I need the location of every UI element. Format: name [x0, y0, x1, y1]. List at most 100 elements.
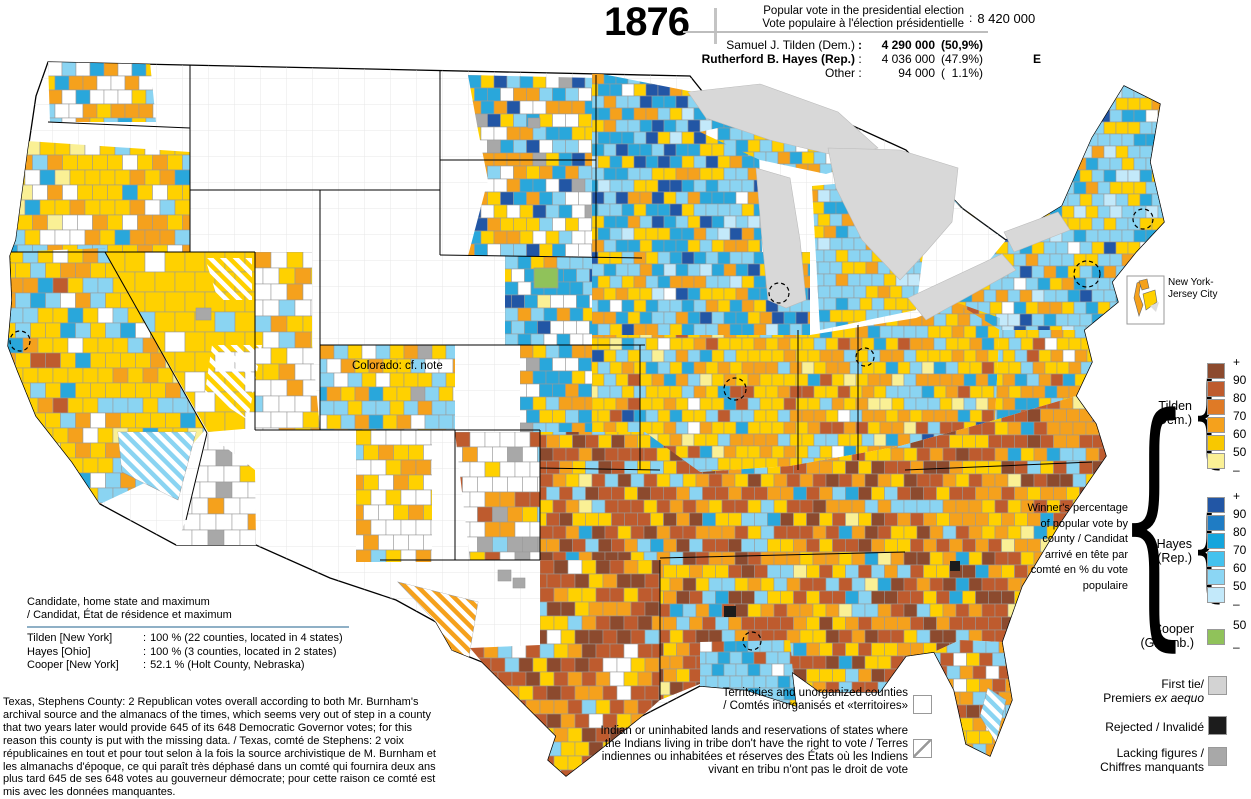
- hayes-tick: –: [1233, 597, 1240, 611]
- territories-swatch: [913, 695, 932, 714]
- popular-vote-total: Popular vote in the presidential electio…: [722, 5, 1035, 31]
- hayes-swatch-low: [1207, 587, 1225, 603]
- tilden-tick: 90: [1233, 373, 1247, 387]
- special-counties: [195, 117, 960, 617]
- territories-note-en: Territories and unorganized counties: [722, 687, 908, 699]
- nyc-inset-label-line1: New York-: [1168, 277, 1214, 288]
- tilden-name: Tilden: [1158, 399, 1192, 413]
- cooper-tick: –: [1233, 640, 1240, 654]
- total-votes-value: 8 420 000: [977, 10, 1036, 26]
- maxima-divider: [27, 626, 349, 628]
- candidate-share: (47.9%): [941, 52, 984, 66]
- colon: :: [969, 11, 973, 25]
- colon: :: [143, 645, 147, 658]
- state-borders: [10, 62, 1093, 700]
- rejected-label: Rejected / Invalidé: [1105, 720, 1204, 734]
- colon: :: [858, 38, 862, 52]
- great-lakes: [687, 83, 1071, 321]
- hayes-tick: 80: [1233, 525, 1247, 539]
- maxima-row-tilden: Tilden [New York] : 100 % (22 counties, …: [27, 632, 349, 646]
- candidate-share: ( 1.1%): [941, 66, 984, 80]
- region-oregon: [10, 140, 190, 252]
- popular-vote-labels: Popular vote in the presidential electio…: [722, 5, 964, 31]
- tilden-tick: +: [1233, 355, 1241, 369]
- hayes-swatch-70: [1207, 533, 1225, 549]
- tilden-color-scale: [1207, 363, 1225, 471]
- candidate-maxima-block: Candidate, home state and maximum / Cand…: [27, 596, 349, 673]
- tilden-tick: 80: [1233, 391, 1247, 405]
- city-dashed-circle: [1073, 260, 1101, 288]
- tilden-tick: –: [1233, 463, 1240, 477]
- cooper-party: (Greenb.): [1140, 636, 1195, 650]
- maxima-candidate: Hayes [Ohio]: [27, 645, 91, 658]
- maxima-value: 100 % (22 counties, located in 4 states): [150, 632, 343, 644]
- maxima-candidate: Tilden [New York]: [27, 632, 113, 644]
- colon: :: [858, 52, 862, 66]
- colon: :: [143, 632, 147, 644]
- tilden-swatch-90: [1207, 363, 1225, 379]
- candidate-share: (50,9%): [941, 38, 984, 52]
- inset-shadow-shape: [1150, 302, 1159, 312]
- indian-lands-note: Indian or uninhabited lands and reservat…: [600, 725, 908, 776]
- hatched-no-vote-areas: [117, 258, 1007, 743]
- maxima-value: 100 % (3 counties, located in 2 states): [150, 645, 337, 658]
- hayes-tick: 50: [1233, 579, 1247, 593]
- candidate-name: Rutherford B. Hayes (Rep.): [701, 52, 855, 66]
- hayes-swatch-50: [1207, 569, 1225, 585]
- county-mosaic-regions: [8, 62, 1164, 776]
- inset-brooklyn-shape: [1142, 289, 1158, 311]
- region-colorado: [320, 345, 455, 430]
- maxima-title-en: Candidate, home state and maximum: [27, 596, 210, 608]
- city-dashed-circle: [9, 330, 31, 352]
- elected-mark: E: [1033, 52, 1042, 66]
- rejected-county: [950, 561, 960, 571]
- result-row-tilden: Samuel J. Tilden (Dem.) : 4 290 000 (50,…: [600, 39, 1029, 52]
- hayes-tick: 60: [1233, 561, 1247, 575]
- hayes-tick: +: [1233, 489, 1241, 503]
- hayes-swatch-60: [1207, 551, 1225, 567]
- candidate-name: Samuel J. Tilden (Dem.): [726, 38, 855, 52]
- missing-data-county: [497, 569, 512, 582]
- maxima-row-cooper: Cooper [New York] : 52.1 % (Holt County,…: [27, 659, 349, 673]
- hayes-name: Hayes: [1156, 537, 1192, 551]
- maxima-value: 52.1 % (Holt County, Nebraska): [150, 659, 305, 671]
- tilden-swatch-50: [1207, 435, 1225, 451]
- hayes-swatch-80: [1207, 515, 1225, 531]
- indian-lands-swatch: [913, 739, 932, 758]
- first-tie-label: First tie/ Premiers ex aequo: [1078, 677, 1204, 705]
- maxima-row-hayes: Hayes [Ohio] : 100 % (3 counties, locate…: [27, 646, 349, 660]
- lacking-figures-label: Lacking figures / Chiffres manquants: [1056, 746, 1204, 774]
- city-dashed-circles: [9, 208, 1154, 651]
- candidate-votes: 4 290 000: [881, 38, 935, 52]
- region-wa-coast: [48, 62, 156, 122]
- missing-data-county: [195, 307, 212, 321]
- winner-percentage-note: Winner's percentage of popular vote by c…: [1027, 502, 1128, 592]
- header-rule: [683, 31, 988, 33]
- year-divider: [714, 8, 717, 44]
- candidate-name: Other: [824, 66, 855, 80]
- map-year-title: 1876: [604, 0, 690, 44]
- region-texas-panhandle: [455, 432, 540, 560]
- lake-erie: [907, 253, 1017, 321]
- result-row-hayes: Rutherford B. Hayes (Rep.) : 4 036 000 (…: [600, 53, 1041, 66]
- first-tie-label-en: First tie/: [1161, 677, 1204, 691]
- lacking-figures-line2: Chiffres manquants: [1100, 760, 1204, 774]
- nyc-inset-map: [1126, 275, 1165, 325]
- holt-county-cooper-win: [533, 267, 559, 289]
- region-dakotas-east: [468, 75, 600, 256]
- nyc-inset-label: New York- Jersey City: [1168, 277, 1217, 301]
- hayes-swatch-90: [1207, 497, 1225, 513]
- city-dashed-circle: [742, 631, 762, 651]
- rejected-county: [724, 606, 736, 617]
- candidate-votes: 4 036 000: [881, 52, 935, 66]
- inset-bronx-shape: [1138, 278, 1150, 291]
- tilden-swatch-70: [1207, 399, 1225, 415]
- first-tie-swatch: [1208, 676, 1227, 695]
- city-dashed-circle: [855, 347, 875, 367]
- territories-note-fr: / Comtés inorganisés et «territoires»: [723, 700, 908, 712]
- result-row-other: Other : 94 000 ( 1.1%): [600, 67, 1029, 80]
- tilden-party: (Dem.): [1153, 413, 1192, 427]
- lake-huron: [827, 147, 959, 281]
